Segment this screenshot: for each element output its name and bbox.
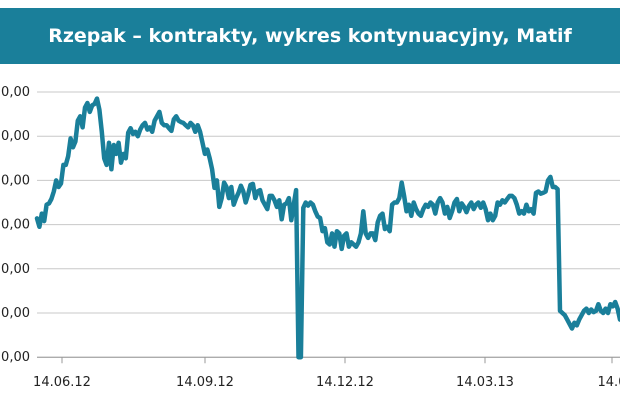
y-tick-label: 0,00: [1, 350, 30, 365]
y-tick-label: 0,00: [1, 262, 30, 277]
x-tick-label: 14.06.12: [33, 375, 91, 390]
series-line: [34, 96, 620, 360]
x-tick-label: 14.09.12: [176, 375, 234, 390]
y-tick-label: 0,00: [1, 85, 30, 100]
x-tick-label: 14.03.13: [456, 375, 514, 390]
y-tick-label: 0,00: [1, 218, 30, 233]
x-tick-label: 14.12.12: [316, 375, 374, 390]
x-tick-label: 14.0: [598, 375, 620, 390]
y-tick-label: 0,00: [1, 173, 30, 188]
y-tick-label: 0,00: [1, 129, 30, 144]
y-tick-label: 0,00: [1, 306, 30, 321]
title-banner: Rzepak – kontrakty, wykres kontynuacyjny…: [0, 8, 620, 64]
chart-title: Rzepak – kontrakty, wykres kontynuacyjny…: [48, 25, 572, 47]
